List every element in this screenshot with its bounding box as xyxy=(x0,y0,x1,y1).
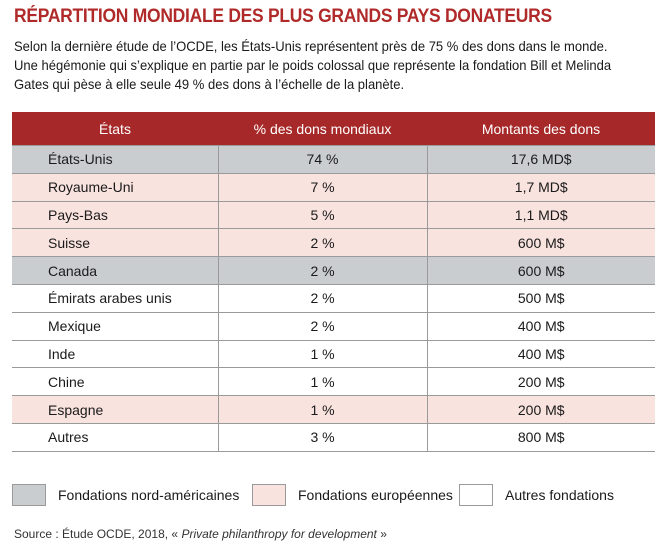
intro-line: Gates qui pèse à elle seule 49 % des don… xyxy=(14,76,405,92)
country-cell: Pays-Bas xyxy=(12,200,218,229)
table-row: Émirats arabes unis 2 % 500 M$ xyxy=(12,283,655,313)
intro-line: Selon la dernière étude de l’OCDE, les É… xyxy=(14,38,608,54)
table-row: Chine 1 % 200 M$ xyxy=(12,367,655,396)
amount-cell: 400 M$ xyxy=(426,339,655,368)
source-suffix: » xyxy=(376,527,387,541)
source-prefix: Source : Étude OCDE, 2018, « xyxy=(14,527,182,541)
percent-cell: 1 % xyxy=(217,339,427,368)
percent-cell: 2 % xyxy=(217,256,427,285)
legend-item-other: Autres fondations xyxy=(459,484,614,506)
country-cell: Émirats arabes unis xyxy=(12,283,218,313)
percent-cell: 2 % xyxy=(217,283,427,313)
table-row: Inde 1 % 400 M$ xyxy=(12,339,655,368)
percent-cell: 74 % xyxy=(217,145,427,174)
header-country: États xyxy=(12,112,218,146)
table-row: Autres 3 % 800 M$ xyxy=(12,422,655,452)
table-row: Canada 2 % 600 M$ xyxy=(12,256,655,285)
legend-swatch-other xyxy=(459,484,493,506)
country-cell: Canada xyxy=(12,256,218,285)
amount-cell: 200 M$ xyxy=(426,395,655,424)
legend-item-north-american: Fondations nord-américaines xyxy=(12,484,239,506)
legend-swatch-european xyxy=(252,484,286,506)
percent-cell: 2 % xyxy=(217,228,427,257)
amount-cell: 600 M$ xyxy=(426,256,655,285)
intro-line: Une hégémonie qui s’explique en partie p… xyxy=(14,57,612,73)
amount-cell: 400 M$ xyxy=(426,311,655,341)
source-note: Source : Étude OCDE, 2018, « Private phi… xyxy=(14,527,387,541)
table-header-row: États % des dons mondiaux Montants des d… xyxy=(12,112,655,146)
amount-cell: 1,7 MD$ xyxy=(426,172,655,202)
amount-cell: 500 M$ xyxy=(426,283,655,313)
country-cell: États-Unis xyxy=(12,145,218,174)
table-row: Suisse 2 % 600 M$ xyxy=(12,228,655,257)
legend-swatch-north-american xyxy=(12,484,46,506)
table-row: Espagne 1 % 200 M$ xyxy=(12,395,655,424)
country-cell: Chine xyxy=(12,367,218,396)
country-cell: Espagne xyxy=(12,395,218,424)
amount-cell: 200 M$ xyxy=(426,367,655,396)
legend-item-european: Fondations européennes xyxy=(252,484,453,506)
legend: Fondations nord-américaines Fondations e… xyxy=(12,484,662,510)
percent-cell: 1 % xyxy=(217,395,427,424)
amount-cell: 1,1 MD$ xyxy=(426,200,655,229)
country-cell: Royaume-Uni xyxy=(12,172,218,202)
donations-table: États % des dons mondiaux Montants des d… xyxy=(12,112,655,452)
percent-cell: 3 % xyxy=(217,422,427,452)
header-percent: % des dons mondiaux xyxy=(218,112,427,146)
source-title: Private philanthropy for development xyxy=(181,527,377,541)
legend-label: Fondations nord-américaines xyxy=(58,487,240,503)
country-cell: Suisse xyxy=(12,228,218,257)
percent-cell: 1 % xyxy=(217,367,427,396)
table-body: États-Unis 74 % 17,6 MD$ Royaume-Uni 7 % 1,7 … xyxy=(12,145,655,452)
amount-cell: 17,6 MD$ xyxy=(426,145,655,174)
percent-cell: 5 % xyxy=(217,200,427,229)
table-row: Royaume-Uni 7 % 1,7 MD$ xyxy=(12,172,655,202)
percent-cell: 7 % xyxy=(217,172,427,202)
table-row: Pays-Bas 5 % 1,1 MD$ xyxy=(12,200,655,229)
page-title: RÉPARTITION MONDIALE DES PLUS GRANDS PAY… xyxy=(14,6,552,27)
legend-label: Fondations européennes xyxy=(298,487,453,503)
country-cell: Autres xyxy=(12,422,218,452)
country-cell: Inde xyxy=(12,339,218,368)
legend-label: Autres fondations xyxy=(505,487,614,503)
header-amount: Montants des dons xyxy=(427,112,655,146)
percent-cell: 2 % xyxy=(217,311,427,341)
country-cell: Mexique xyxy=(12,311,218,341)
amount-cell: 800 M$ xyxy=(426,422,655,452)
table-row: États-Unis 74 % 17,6 MD$ xyxy=(12,145,655,174)
amount-cell: 600 M$ xyxy=(426,228,655,257)
table-row: Mexique 2 % 400 M$ xyxy=(12,311,655,341)
intro-text: Selon la dernière étude de l’OCDE, les É… xyxy=(14,37,628,94)
